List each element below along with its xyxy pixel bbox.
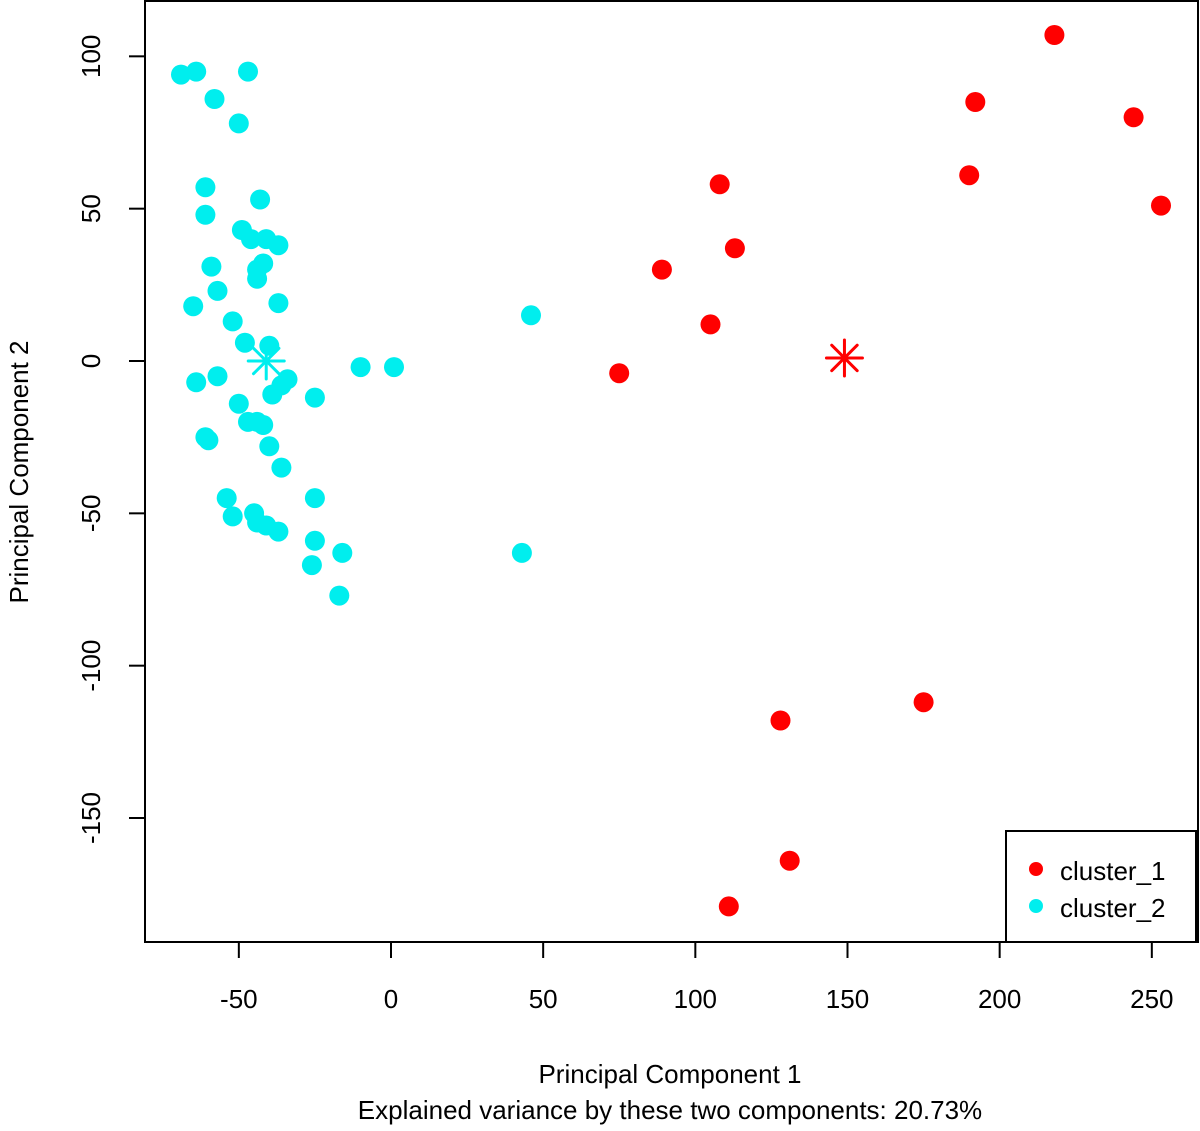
data-point-cluster-1 — [1123, 107, 1144, 128]
x-axis: -50 0 50 100 150 200 250 — [220, 941, 1174, 1014]
x-tick-label: 50 — [529, 984, 558, 1014]
data-point-cluster-2 — [268, 235, 289, 256]
x-tick-label: 100 — [674, 984, 717, 1014]
chart-subtitle: Explained variance by these two componen… — [358, 1095, 982, 1125]
data-point-cluster-2 — [238, 61, 258, 82]
data-point-cluster-1 — [1044, 25, 1065, 45]
data-point-cluster-1 — [779, 850, 800, 871]
data-point-cluster-1 — [959, 165, 980, 186]
data-point-cluster-2 — [186, 372, 207, 393]
data-point-cluster-1 — [770, 710, 791, 731]
data-point-cluster-2 — [198, 430, 219, 451]
data-point-cluster-2 — [271, 457, 292, 478]
x-tick-label: -50 — [220, 984, 258, 1014]
x-tick-label: 0 — [384, 984, 398, 1014]
data-point-cluster-2 — [521, 305, 541, 326]
plot-border — [144, 0, 1199, 943]
data-point-cluster-2 — [228, 393, 249, 414]
data-point-cluster-2 — [304, 488, 325, 509]
data-point-cluster-2 — [329, 585, 350, 606]
data-point-cluster-2 — [183, 296, 204, 317]
data-point-cluster-2 — [216, 488, 237, 509]
y-tick-label: -150 — [76, 792, 106, 844]
data-point-cluster-2 — [268, 293, 289, 314]
legend-marker-cluster-2 — [1029, 899, 1043, 913]
data-point-cluster-2 — [262, 384, 283, 405]
data-point-cluster-2 — [259, 335, 280, 356]
data-point-cluster-2 — [384, 357, 404, 378]
data-point-cluster-2 — [195, 204, 216, 225]
cluster-centroids — [246, 338, 864, 381]
data-point-cluster-2 — [304, 530, 325, 551]
data-point-cluster-1 — [700, 314, 721, 335]
legend-label-cluster-1: cluster_1 — [1060, 856, 1166, 886]
data-point-cluster-2 — [259, 436, 280, 457]
data-point-cluster-1 — [1151, 195, 1171, 216]
data-point-cluster-1 — [718, 896, 739, 917]
data-point-cluster-2 — [304, 387, 325, 408]
data-point-cluster-2 — [268, 521, 289, 542]
data-point-cluster-2 — [195, 177, 216, 198]
data-point-cluster-2 — [511, 542, 532, 563]
data-point-cluster-2 — [253, 415, 274, 435]
legend: cluster_1 cluster_2 — [1005, 830, 1197, 943]
data-point-cluster-2 — [234, 332, 255, 353]
data-point-cluster-2 — [222, 506, 243, 527]
y-tick-label: 0 — [76, 354, 106, 368]
data-point-cluster-2 — [222, 311, 243, 332]
centroid-marker-cluster-2 — [246, 341, 286, 381]
data-point-cluster-2 — [250, 189, 271, 210]
y-tick-label: 100 — [76, 35, 106, 78]
data-point-cluster-2 — [204, 89, 225, 109]
data-point-cluster-2 — [228, 113, 249, 134]
x-tick-label: 150 — [826, 984, 869, 1014]
data-point-cluster-2 — [207, 280, 228, 301]
x-axis-label: Principal Component 1 — [538, 1059, 801, 1089]
data-point-cluster-2 — [301, 555, 322, 576]
legend-marker-cluster-1 — [1029, 862, 1043, 876]
data-point-cluster-2 — [186, 61, 207, 82]
data-point-cluster-1 — [651, 259, 672, 280]
y-tick-label: -50 — [76, 495, 106, 533]
data-point-cluster-2 — [171, 64, 191, 85]
data-point-cluster-2 — [207, 366, 228, 387]
y-tick-label: -100 — [76, 640, 106, 692]
data-point-cluster-1 — [709, 174, 730, 195]
centroid-marker-cluster-1 — [824, 338, 864, 378]
x-tick-label: 250 — [1130, 984, 1173, 1014]
data-point-cluster-1 — [913, 692, 934, 713]
data-point-cluster-2 — [241, 229, 261, 250]
data-point-cluster-2 — [201, 256, 222, 277]
legend-label-cluster-2: cluster_2 — [1060, 893, 1166, 923]
data-point-cluster-1 — [724, 238, 745, 259]
data-points — [171, 25, 1171, 917]
y-axis: -150 -100 -50 0 50 100 — [76, 35, 146, 844]
data-point-cluster-2 — [332, 542, 353, 563]
data-point-cluster-2 — [350, 357, 371, 378]
x-tick-label: 200 — [978, 984, 1021, 1014]
data-point-cluster-1 — [965, 92, 986, 112]
legend-box — [1005, 830, 1197, 943]
y-tick-label: 50 — [76, 194, 106, 223]
data-point-cluster-1 — [609, 363, 630, 384]
data-point-cluster-2 — [247, 268, 268, 289]
y-axis-label: Principal Component 2 — [4, 340, 34, 603]
